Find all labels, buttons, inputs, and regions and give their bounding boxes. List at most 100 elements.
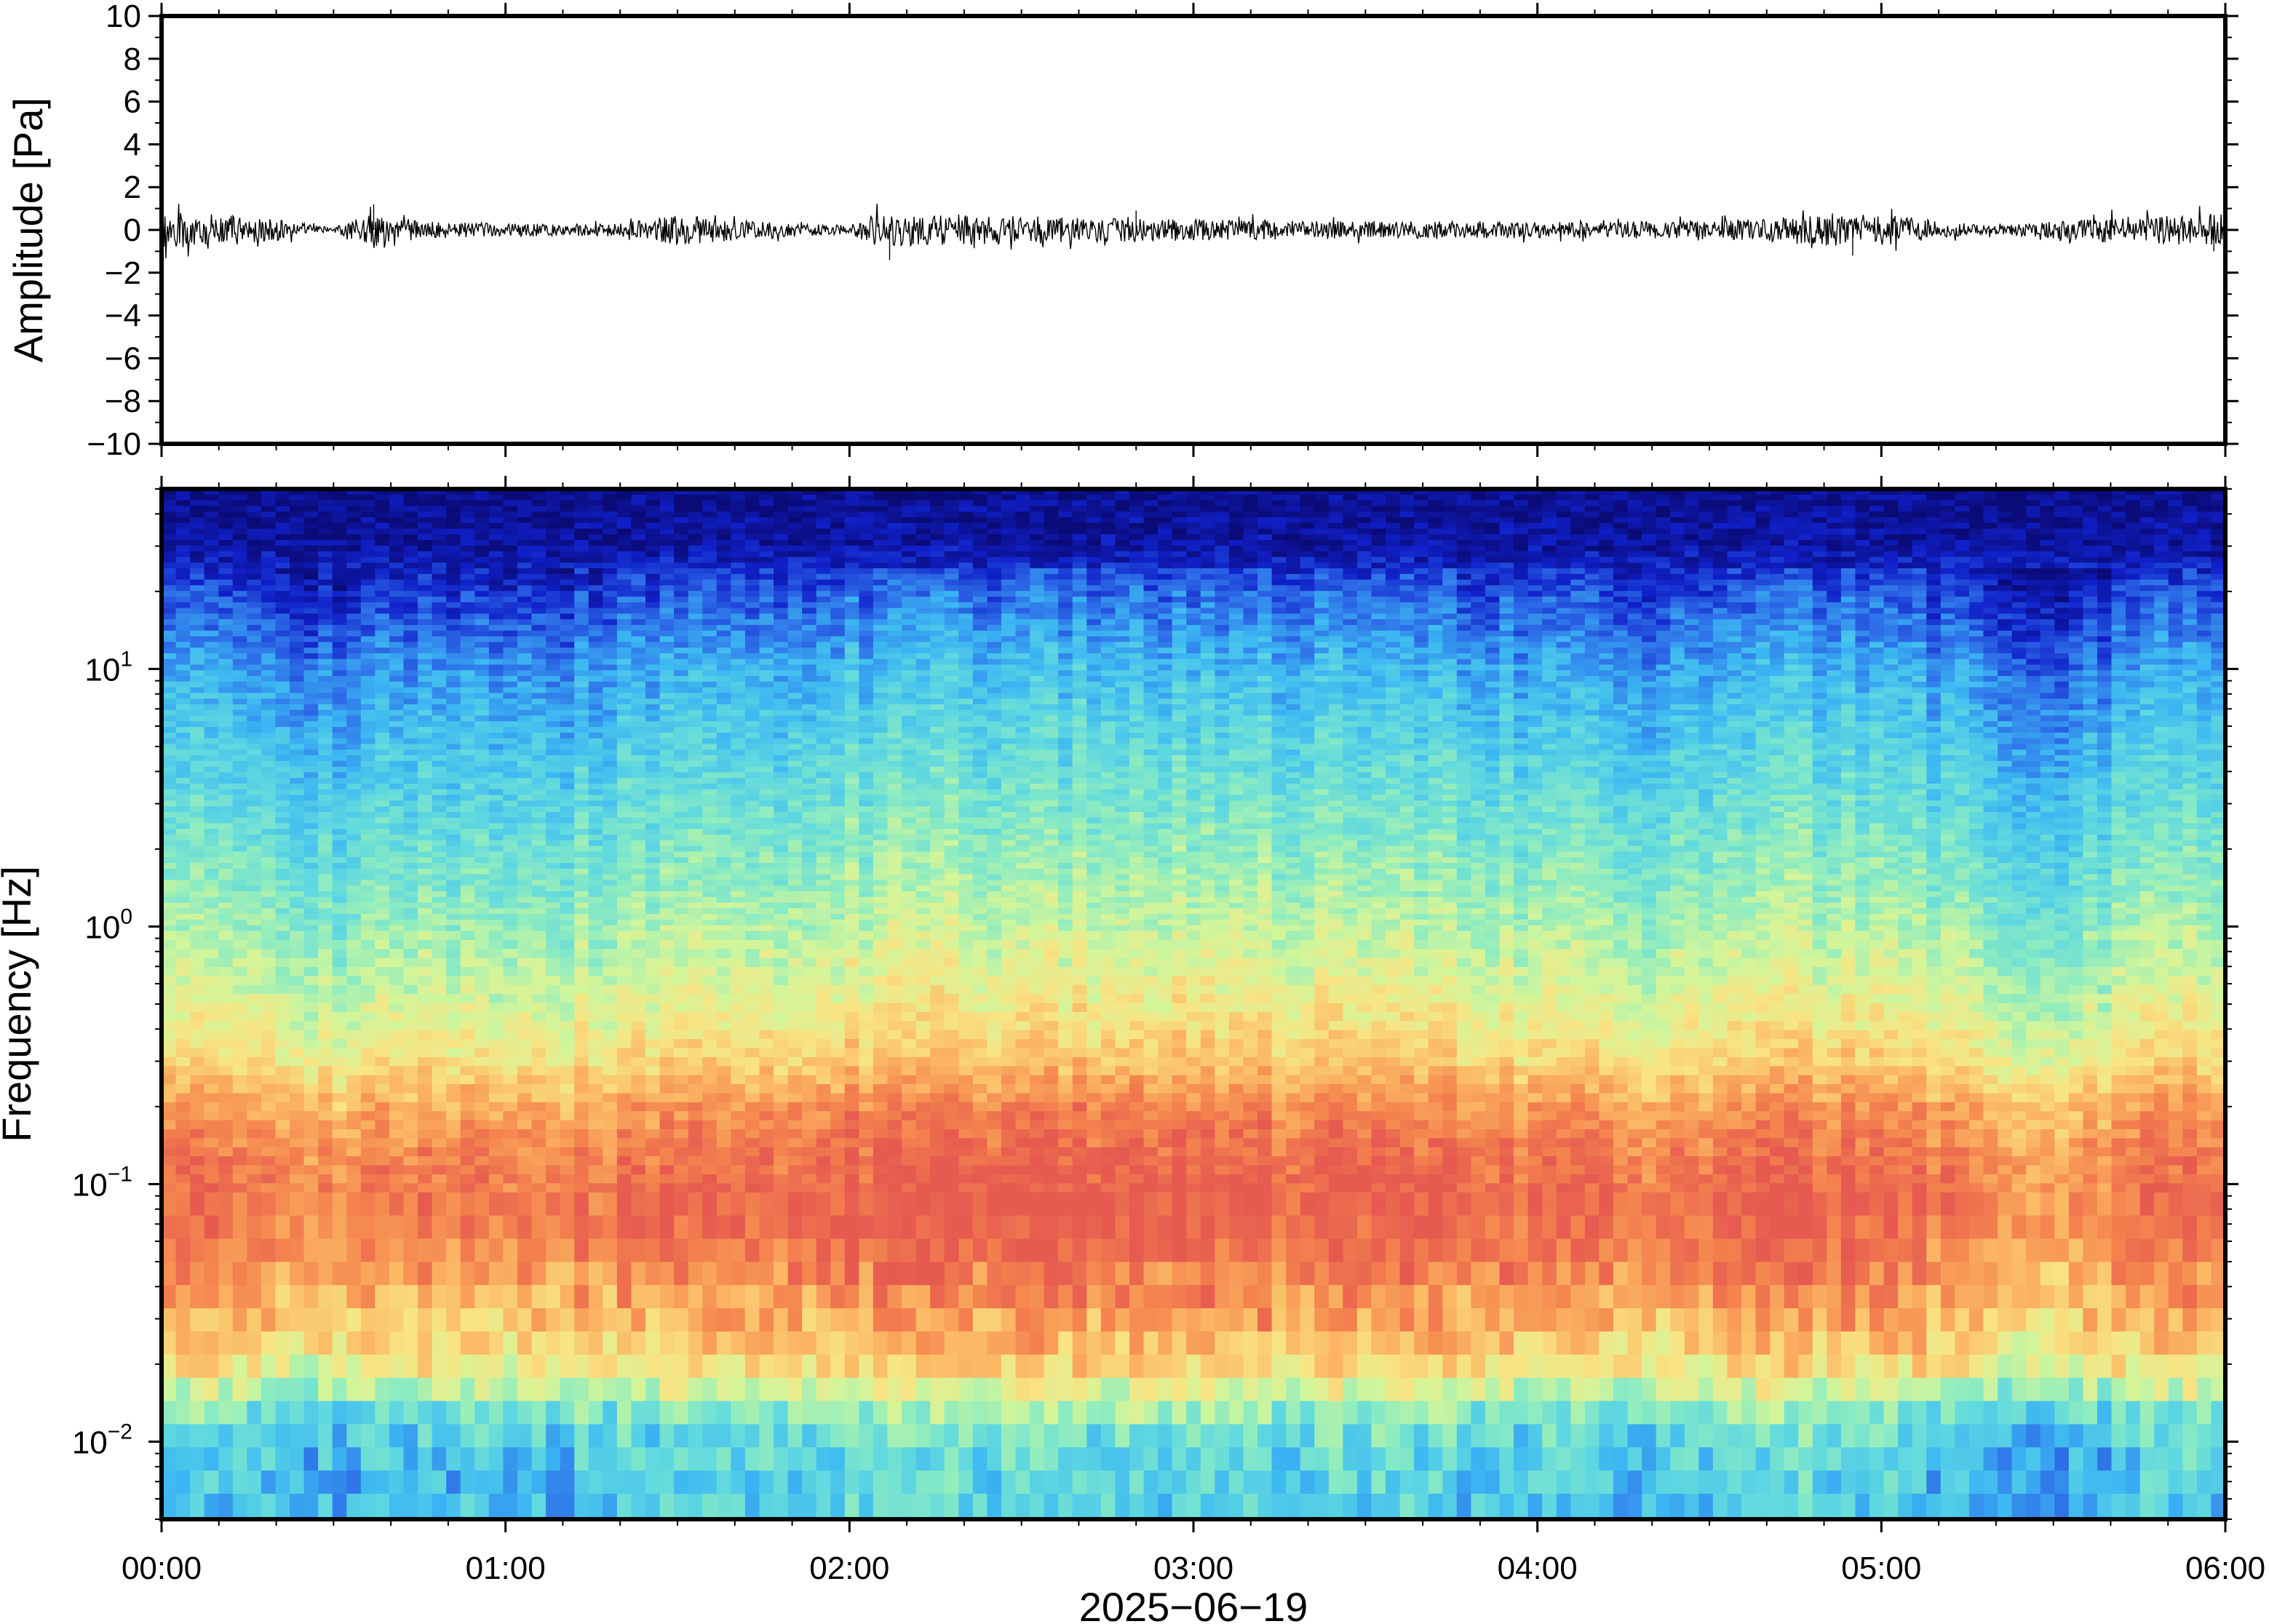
heatmap-cell	[702, 767, 717, 773]
heatmap-cell	[688, 512, 703, 518]
heatmap-cell	[660, 1093, 675, 1102]
heatmap-cell	[204, 914, 219, 920]
heatmap-cell	[631, 885, 645, 892]
heatmap-cell	[346, 823, 361, 829]
heatmap-cell	[574, 1156, 589, 1166]
heatmap-cell	[432, 721, 447, 728]
heatmap-cell	[574, 659, 589, 666]
heatmap-cell	[333, 501, 347, 507]
heatmap-cell	[503, 625, 517, 632]
heatmap-cell	[361, 976, 375, 985]
heatmap-cell	[190, 784, 204, 790]
heatmap-cell	[717, 653, 731, 660]
heatmap-cell	[560, 625, 575, 632]
heatmap-cell	[574, 1494, 589, 1518]
heatmap-cell	[190, 608, 204, 615]
heatmap-cell	[589, 800, 603, 807]
heatmap-cell	[517, 534, 532, 541]
heatmap-cell	[162, 967, 176, 976]
heatmap-cell	[631, 823, 645, 829]
heatmap-cell	[361, 562, 375, 569]
heatmap-cell	[489, 1262, 504, 1286]
heatmap-cell	[346, 1048, 361, 1058]
heatmap-cell	[261, 920, 276, 926]
heatmap-cell	[617, 1193, 632, 1217]
heatmap-cell	[333, 1355, 347, 1379]
heatmap-cell	[489, 1084, 504, 1094]
heatmap-cell	[361, 512, 375, 518]
heatmap-cell	[560, 648, 575, 654]
heatmap-cell	[717, 1166, 731, 1175]
heatmap-cell	[190, 755, 204, 762]
heatmap-cell	[290, 1012, 304, 1022]
heatmap-cell	[717, 931, 731, 940]
heatmap-cell	[617, 1111, 632, 1121]
heatmap-cell	[631, 653, 645, 660]
heatmap-cell	[674, 755, 688, 762]
heatmap-cell	[218, 931, 233, 940]
heatmap-cell	[532, 659, 547, 666]
heatmap-cell	[674, 1111, 688, 1121]
heatmap-cell	[574, 1021, 589, 1030]
heatmap-cell	[461, 926, 475, 932]
heatmap-cell	[190, 534, 204, 541]
heatmap-cell	[346, 920, 361, 926]
heatmap-cell	[702, 739, 717, 745]
heatmap-cell	[261, 931, 276, 940]
heatmap-cell	[333, 806, 347, 813]
heatmap-cell	[218, 1048, 233, 1058]
heatmap-cell	[617, 1216, 632, 1240]
heatmap-cell	[261, 897, 276, 904]
heatmap-cell	[546, 602, 560, 609]
heatmap-cell	[617, 789, 632, 796]
heatmap-cell	[418, 682, 432, 688]
heatmap-cell	[702, 698, 717, 705]
heatmap-cell	[204, 682, 219, 688]
heatmap-cell	[589, 591, 603, 597]
heatmap-cell	[190, 552, 204, 558]
heatmap-cell	[688, 840, 703, 847]
heatmap-cell	[617, 1285, 632, 1309]
heatmap-cell	[247, 875, 261, 881]
heatmap-cell	[333, 1066, 347, 1075]
heatmap-cell	[261, 1183, 276, 1193]
heatmap-cell	[304, 885, 319, 892]
heatmap-cell	[517, 823, 532, 829]
heatmap-cell	[474, 1102, 489, 1112]
heatmap-cell	[304, 749, 319, 756]
heatmap-cell	[218, 721, 233, 728]
heatmap-cell	[204, 908, 219, 915]
heatmap-cell	[333, 693, 347, 699]
heatmap-cell	[461, 755, 475, 762]
heatmap-cell	[304, 897, 319, 904]
heatmap-cell	[717, 885, 731, 892]
heatmap-cell	[418, 823, 432, 829]
heatmap-cell	[218, 1156, 233, 1166]
heatmap-cell	[474, 1048, 489, 1058]
heatmap-cell	[389, 682, 404, 688]
heatmap-cell	[233, 880, 247, 886]
heatmap-cell	[446, 506, 461, 512]
heatmap-cell	[333, 778, 347, 784]
heatmap-cell	[333, 574, 347, 581]
heatmap-cell	[688, 1470, 703, 1494]
heatmap-cell	[589, 985, 603, 995]
heatmap-cell	[461, 608, 475, 615]
heatmap-cell	[589, 851, 603, 858]
heatmap-cell	[617, 749, 632, 756]
heatmap-cell	[645, 625, 660, 632]
heatmap-cell	[204, 631, 219, 637]
heatmap-cell	[645, 818, 660, 824]
heatmap-cell	[162, 1102, 176, 1112]
heatmap-cell	[218, 767, 233, 773]
heatmap-cell	[418, 1048, 432, 1058]
heatmap-cell	[446, 1057, 461, 1067]
heatmap-cell	[333, 710, 347, 717]
heatmap-cell	[432, 625, 447, 632]
heatmap-cell	[290, 557, 304, 563]
heatmap-cell	[346, 721, 361, 728]
heatmap-cell	[333, 846, 347, 853]
heatmap-cell	[532, 1093, 547, 1102]
heatmap-cell	[432, 829, 447, 835]
heatmap-cell	[404, 920, 418, 926]
